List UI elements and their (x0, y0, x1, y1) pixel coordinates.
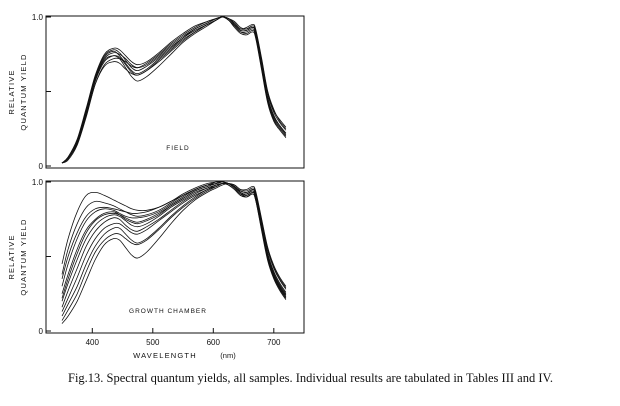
y-axis-title: QUANTUM YIELD (19, 53, 28, 130)
y-tick-label: 1.0 (32, 178, 44, 187)
x-tick-label: 500 (146, 338, 160, 347)
series-line (61, 16, 287, 164)
x-tick-label: 600 (207, 338, 221, 347)
x-axis-unit: (nm) (220, 351, 236, 360)
series-line (61, 16, 287, 164)
series-line (61, 181, 287, 293)
growth-chamber-panel: 0 1.0 400 500 600 700 RELATIVE QUANTUM YIELD GRO… (7, 178, 305, 360)
series-line (61, 16, 287, 164)
y-axis-title: RELATIVE (7, 69, 16, 114)
field-panel: 0 1.0 RELATIVE QUANTUM YIELD FIELD (7, 13, 305, 171)
y-tick-label: 1.0 (32, 13, 44, 22)
panel-label: GROWTH CHAMBER (129, 308, 207, 315)
series-line (61, 16, 287, 164)
y-tick-label: 0 (39, 327, 44, 336)
y-tick-label: 0 (39, 162, 44, 171)
series-line (61, 16, 287, 164)
x-tick-label: 700 (267, 338, 281, 347)
series-line (61, 182, 287, 317)
panel-label: FIELD (166, 145, 189, 152)
y-axis-title: QUANTUM YIELD (19, 218, 28, 295)
series-line (61, 181, 287, 300)
y-axis-title: RELATIVE (7, 234, 16, 279)
series-line (61, 181, 287, 296)
x-axis-title: WAVELENGTH (133, 351, 197, 360)
figure-caption: Fig.13. Spectral quantum yields, all sam… (68, 371, 554, 385)
series-line (61, 16, 287, 164)
series-line (61, 16, 287, 164)
x-tick-label: 400 (86, 338, 100, 347)
series-line (61, 183, 287, 324)
series-line (61, 16, 287, 164)
